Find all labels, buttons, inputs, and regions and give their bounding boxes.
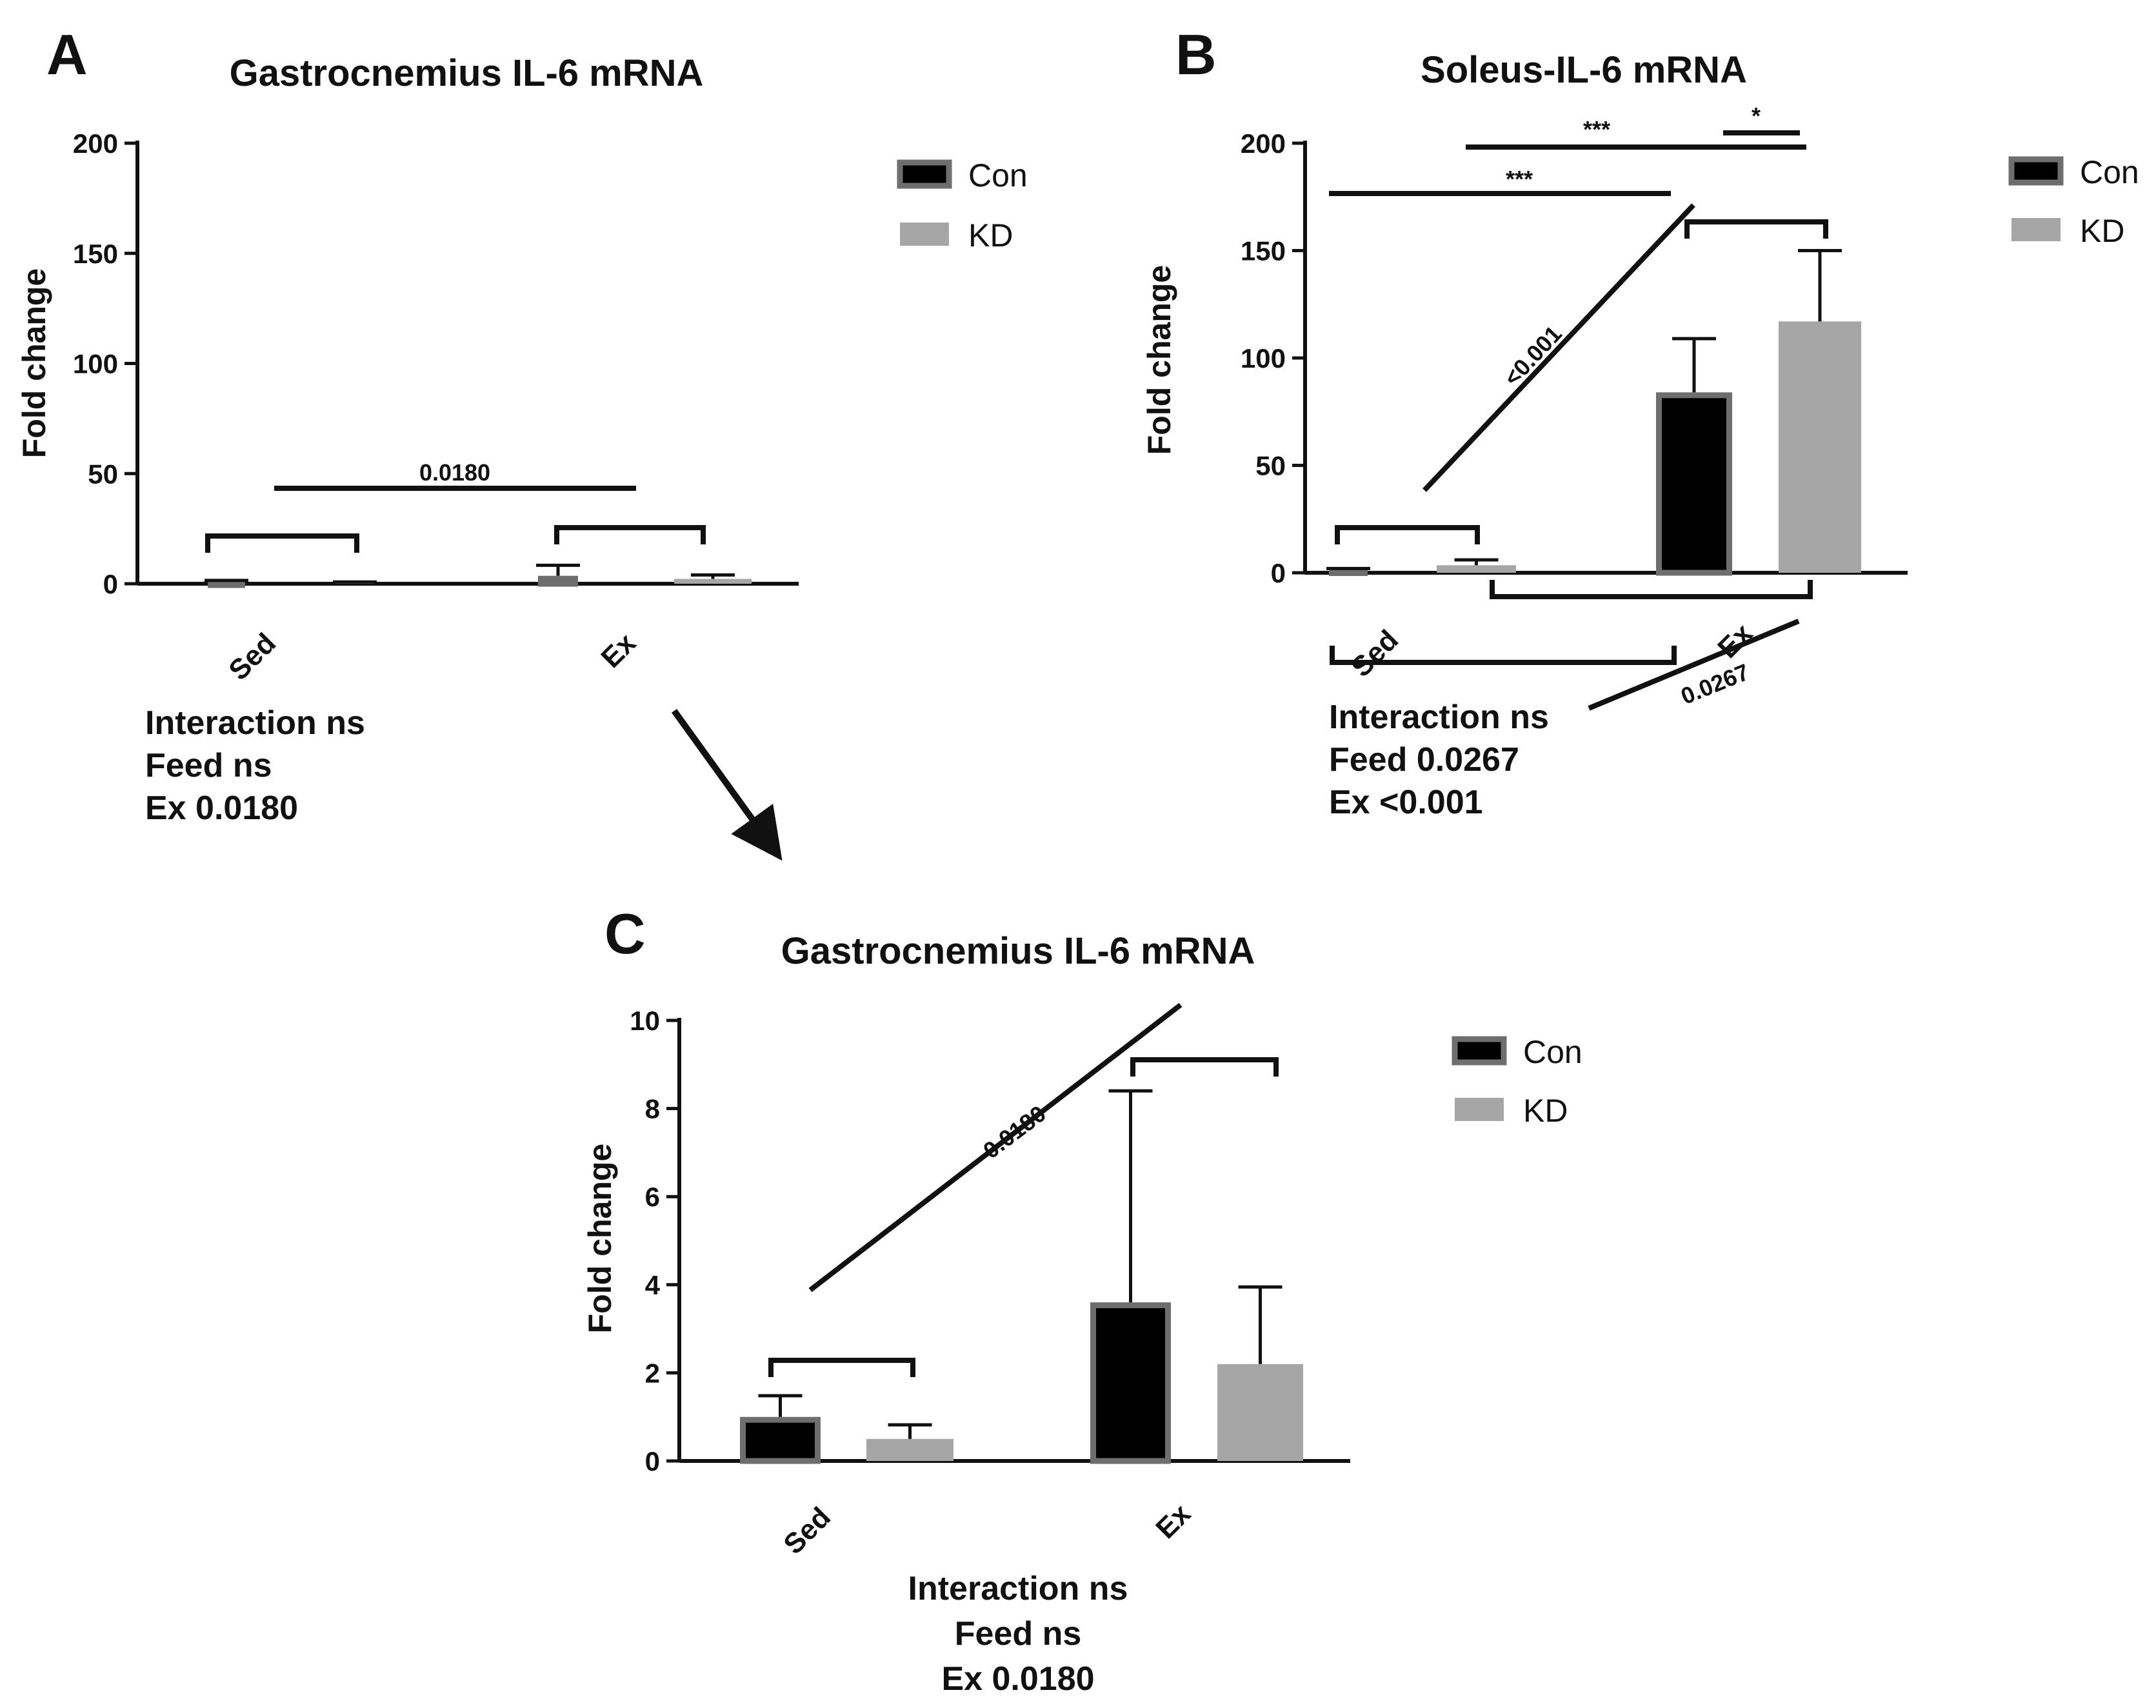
y-tick-label: 150	[73, 239, 118, 269]
x-category-label: Sed	[1345, 624, 1404, 683]
stats-line: Feed 0.0267	[1329, 741, 1519, 779]
panel-letter: B	[1175, 23, 1217, 86]
legend-label-kd: KD	[2080, 213, 2124, 249]
y-tick-label: 200	[1241, 128, 1286, 159]
sig-stars: ***	[1583, 116, 1610, 143]
legend-swatch-con	[897, 159, 952, 189]
stats-line: Interaction ns	[908, 1570, 1128, 1607]
sed-bracket	[768, 1358, 915, 1377]
legend-swatch-kd	[900, 223, 949, 246]
arrow-from-A-to-C	[671, 709, 783, 861]
y-axis-label: Fold change	[16, 268, 52, 458]
legend-label-kd: KD	[1523, 1093, 1568, 1129]
stats-line: Ex <0.001	[1329, 784, 1483, 821]
legend-swatch-kd	[1455, 1098, 1504, 1121]
bar-con-ex	[538, 575, 578, 587]
x-category-label: Ex	[595, 627, 642, 674]
legend-swatch-con	[1452, 1036, 1507, 1066]
bar-con-sed	[740, 1416, 821, 1464]
ex-effect-diagonal	[808, 1002, 1183, 1293]
y-axis-label: Fold change	[582, 1144, 618, 1333]
stats-line: Interaction ns	[1329, 699, 1549, 736]
legend-swatch-kd	[2011, 218, 2061, 241]
bar-kd-ex	[674, 579, 752, 584]
y-tick-label: 100	[1241, 343, 1286, 373]
legend-swatch-con	[2008, 156, 2064, 186]
y-tick-label: 0	[103, 569, 118, 599]
bar-kd-ex	[1217, 1364, 1303, 1461]
legend-label-kd: KD	[968, 217, 1013, 253]
y-tick-label: 200	[73, 128, 118, 159]
bar-con-ex	[1656, 392, 1732, 576]
y-tick-label: 50	[88, 459, 118, 489]
panel-letter: C	[604, 902, 646, 966]
chart-title: Soleus-IL-6 mRNA	[1421, 49, 1747, 91]
y-axis-label: Fold change	[1141, 265, 1177, 455]
legend-label-con: Con	[968, 157, 1028, 194]
y-tick-label: 50	[1255, 451, 1286, 481]
feed-effect-diagonal	[1588, 619, 1800, 711]
bar-kd-ex	[1779, 321, 1861, 573]
legend-label-con: Con	[2080, 154, 2139, 190]
panel-letter: A	[46, 23, 88, 86]
sig-star: *	[1752, 103, 1761, 129]
sed-bracket	[1335, 525, 1480, 544]
con-feed-bracket	[1490, 580, 1813, 599]
legend-label-con: Con	[1523, 1034, 1582, 1070]
chart-panel-a: A Gastrocnemius IL-6 mRNA 0 50 100 150 200 Fold…	[16, 23, 1028, 827]
y-tick-label: 10	[630, 1006, 660, 1036]
stats-line: Feed ns	[145, 747, 272, 784]
ex-bracket	[1130, 1057, 1279, 1077]
chart-panel-b: B Soleus-IL-6 mRNA 0 50 100 150 200 Fold change…	[1141, 23, 2139, 821]
y-tick-label: 100	[73, 349, 118, 379]
chart-title: Gastrocnemius IL-6 mRNA	[781, 930, 1255, 972]
sig-stars: ***	[1506, 166, 1533, 192]
y-tick-label: 150	[1241, 236, 1286, 266]
x-category-label: Sed	[223, 627, 282, 686]
bar-kd-sed	[1437, 565, 1516, 573]
y-tick-label: 0	[1271, 558, 1286, 588]
sed-bracket	[205, 533, 359, 553]
ex-bracket	[554, 525, 706, 544]
p-value-label: <0.001	[1499, 321, 1567, 391]
y-tick-label: 0	[645, 1446, 660, 1476]
kd-feed-bracket	[1330, 646, 1677, 665]
x-category-label: Sed	[777, 1501, 837, 1560]
chart-title: Gastrocnemius IL-6 mRNA	[230, 52, 704, 94]
y-tick-label: 2	[645, 1358, 660, 1388]
stats-line: Ex 0.0180	[145, 789, 298, 827]
bar-con-sed	[208, 581, 245, 588]
y-tick-label: 8	[645, 1094, 660, 1124]
p-value-label: 0.0180	[419, 459, 490, 486]
p-value-label: 0.0180	[978, 1100, 1051, 1164]
bar-con-ex	[1090, 1302, 1171, 1464]
ex-effect-diagonal	[1422, 203, 1695, 492]
ex-bracket	[1684, 219, 1828, 239]
stats-line: Ex 0.0180	[941, 1660, 1094, 1698]
chart-panel-c: C Gastrocnemius IL-6 mRNA 0 2 4 6 8 10 Fold chan…	[582, 902, 1582, 1698]
stats-line: Interaction ns	[145, 704, 365, 742]
stats-line: Feed ns	[955, 1615, 1082, 1653]
y-tick-label: 4	[645, 1270, 661, 1300]
x-category-label: Ex	[1150, 1498, 1197, 1545]
bar-kd-sed	[866, 1438, 953, 1461]
y-tick-label: 6	[645, 1182, 660, 1212]
